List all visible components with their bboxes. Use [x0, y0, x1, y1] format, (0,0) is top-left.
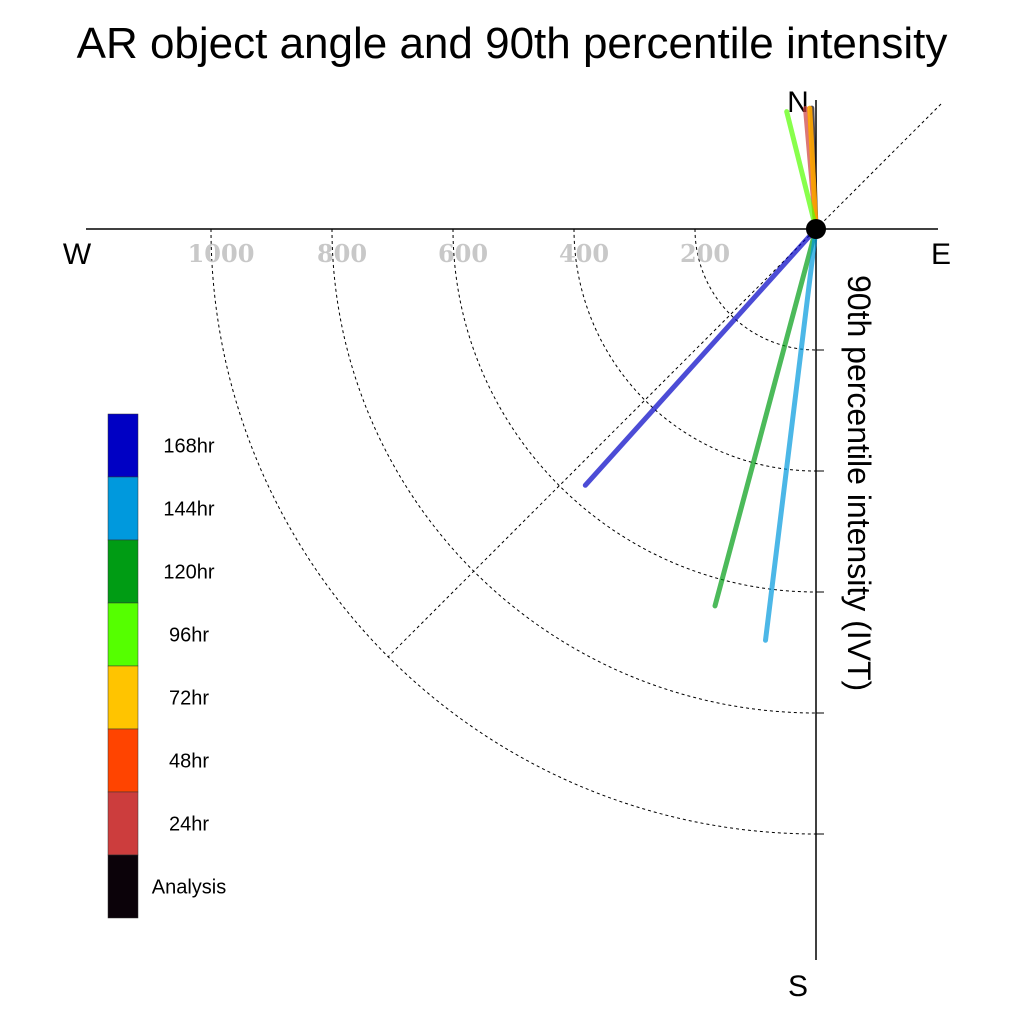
vector-72hr — [807, 105, 819, 232]
legend-label: 72hr — [169, 688, 209, 710]
legend-swatch-120hr — [107, 539, 139, 604]
compass-west-label: W — [63, 238, 92, 271]
legend-swatch-168hr — [107, 413, 139, 478]
vector-96hr — [784, 109, 819, 232]
legend-label: 120hr — [163, 562, 214, 584]
vector-168hr — [582, 226, 819, 488]
radius-tick-label: 400 — [559, 239, 609, 268]
compass-east-label: E — [931, 238, 951, 271]
legend-label: 96hr — [169, 625, 209, 647]
legend-swatch-96hr — [107, 602, 139, 667]
legend-label: 144hr — [163, 499, 214, 521]
legend-label: 24hr — [169, 814, 209, 836]
legend-swatch-72hr — [107, 665, 139, 730]
grid-arc-600 — [452, 228, 817, 593]
compass-south-label: S — [788, 970, 808, 1003]
legend-swatch-144hr — [107, 476, 139, 541]
radius-tick-label: 600 — [438, 239, 488, 268]
diagonal-guide — [387, 103, 942, 658]
radius-tick-labels: 200 400 600 800 1000 — [188, 239, 730, 268]
y-axis-label: 90th percentile intensity (IVT) — [841, 275, 877, 691]
radius-tick-label: 200 — [680, 239, 730, 268]
legend-label: 48hr — [169, 751, 209, 773]
vector-layer — [582, 105, 819, 643]
legend-swatch-48hr — [107, 728, 139, 793]
legend-label: 168hr — [163, 436, 214, 458]
grid-arc-200 — [694, 228, 817, 351]
grid-arc-400 — [573, 228, 817, 472]
legend-swatch-analysis — [107, 854, 139, 919]
radius-tick-label: 800 — [317, 239, 367, 268]
legend-label: Analysis — [152, 877, 226, 899]
legend: 168hr 144hr 120hr 96hr 72hr 48hr 24hr Analysis — [107, 413, 226, 919]
vector-120hr — [712, 226, 819, 609]
vector-144hr — [763, 226, 819, 643]
radius-tick-label: 1000 — [188, 239, 255, 268]
chart-title: AR object angle and 90th percentile inte… — [77, 19, 948, 68]
grid-layer — [210, 103, 942, 835]
origin-dot — [806, 219, 826, 239]
legend-swatch-24hr — [107, 791, 139, 856]
